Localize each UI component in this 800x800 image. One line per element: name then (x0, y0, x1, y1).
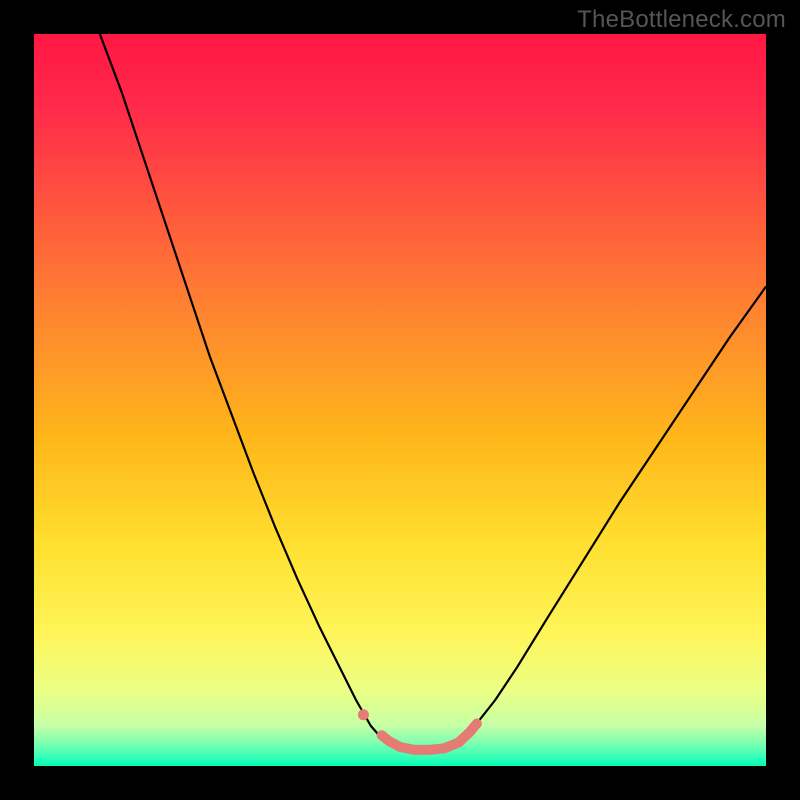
chart-frame: TheBottleneck.com (0, 0, 800, 800)
plot-area (34, 34, 766, 766)
gradient-background (34, 34, 766, 766)
watermark-text: TheBottleneck.com (577, 6, 786, 34)
plot-svg (34, 34, 766, 766)
highlight-dot (358, 709, 369, 720)
